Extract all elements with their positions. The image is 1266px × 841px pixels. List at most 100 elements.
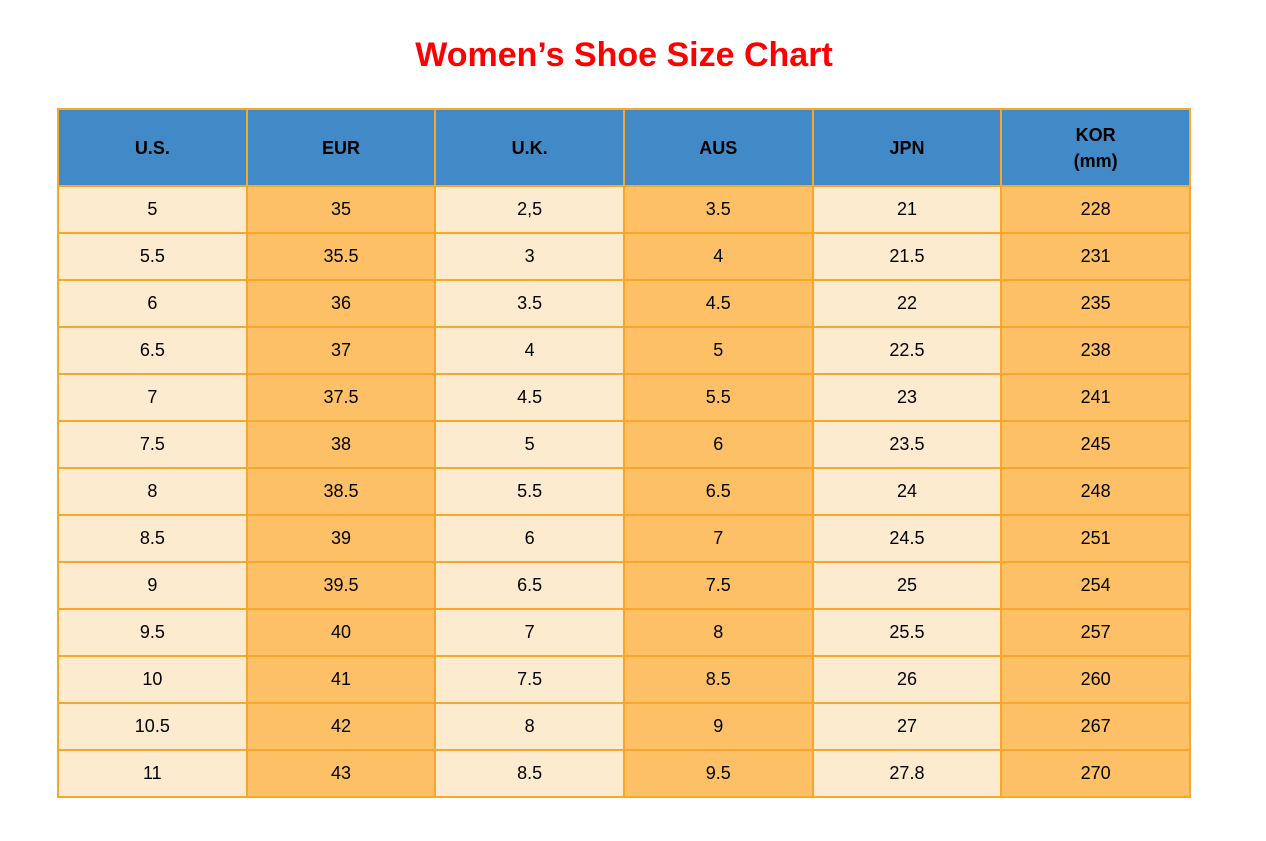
column-label-uk: U.K. [511, 137, 548, 158]
cell-uk: 3 [434, 232, 625, 281]
cell-aus: 8.5 [622, 655, 814, 704]
cell-uk: 4.5 [434, 373, 625, 422]
cell-us: 5 [57, 185, 248, 234]
cell-eur: 37 [245, 326, 437, 375]
cell-uk: 5.5 [434, 467, 625, 516]
cell-us: 6.5 [57, 326, 248, 375]
cell-us: 7 [57, 373, 248, 422]
cell-aus: 7.5 [622, 561, 814, 610]
column-label-eur: EUR [321, 137, 360, 158]
cell-uk: 5 [434, 420, 625, 469]
cell-kor: 235 [1000, 279, 1191, 328]
header-row: U.S. EUR U.K. AUS JPN KOR (mm) [57, 108, 1191, 187]
cell-us: 6 [57, 279, 248, 328]
column-header-kor: KOR (mm) [1000, 108, 1191, 187]
cell-eur: 39 [245, 514, 437, 563]
cell-us: 5.5 [57, 232, 248, 281]
cell-eur: 40 [245, 608, 437, 657]
column-header-us: U.S. [57, 108, 248, 187]
cell-aus: 8 [622, 608, 814, 657]
cell-jpn: 22 [811, 279, 1003, 328]
cell-uk: 7 [434, 608, 625, 657]
cell-aus: 5 [622, 326, 814, 375]
column-header-jpn: JPN [811, 108, 1003, 187]
cell-kor: 245 [1000, 420, 1191, 469]
cell-kor: 231 [1000, 232, 1191, 281]
cell-eur: 35 [245, 185, 437, 234]
table-row: 8.5 39 6 7 24.5 251 [57, 514, 1191, 563]
cell-uk: 4 [434, 326, 625, 375]
cell-uk: 8 [434, 702, 625, 751]
table-row: 6.5 37 4 5 22.5 238 [57, 326, 1191, 375]
cell-us: 7.5 [57, 420, 248, 469]
column-label-jpn: JPN [889, 137, 925, 158]
cell-uk: 8.5 [434, 749, 625, 798]
cell-eur: 38.5 [245, 467, 437, 516]
cell-jpn: 23.5 [811, 420, 1003, 469]
cell-jpn: 21.5 [811, 232, 1003, 281]
cell-uk: 7.5 [434, 655, 625, 704]
cell-jpn: 23 [811, 373, 1003, 422]
table-row: 9.5 40 7 8 25.5 257 [57, 608, 1191, 657]
cell-jpn: 21 [811, 185, 1003, 234]
table-header: U.S. EUR U.K. AUS JPN KOR (mm) [57, 108, 1191, 187]
cell-kor: 241 [1000, 373, 1191, 422]
cell-aus: 3.5 [622, 185, 814, 234]
column-header-aus: AUS [622, 108, 814, 187]
cell-us: 11 [57, 749, 248, 798]
cell-aus: 9.5 [622, 749, 814, 798]
table-row: 11 43 8.5 9.5 27.8 270 [57, 749, 1191, 798]
cell-aus: 9 [622, 702, 814, 751]
column-label-kor: KOR [1075, 124, 1116, 145]
cell-eur: 39.5 [245, 561, 437, 610]
column-sublabel-kor: (mm) [1073, 150, 1118, 171]
cell-kor: 238 [1000, 326, 1191, 375]
cell-aus: 6.5 [622, 467, 814, 516]
table-row: 5.5 35.5 3 4 21.5 231 [57, 232, 1191, 281]
cell-us: 8 [57, 467, 248, 516]
cell-jpn: 26 [811, 655, 1003, 704]
cell-kor: 260 [1000, 655, 1191, 704]
cell-us: 8.5 [57, 514, 248, 563]
cell-kor: 251 [1000, 514, 1191, 563]
page-title: Women’s Shoe Size Chart [415, 36, 833, 74]
table-row: 7.5 38 5 6 23.5 245 [57, 420, 1191, 469]
table-row: 10.5 42 8 9 27 267 [57, 702, 1191, 751]
cell-aus: 5.5 [622, 373, 814, 422]
cell-kor: 228 [1000, 185, 1191, 234]
cell-aus: 4.5 [622, 279, 814, 328]
table-row: 5 35 2,5 3.5 21 228 [57, 185, 1191, 234]
cell-us: 9 [57, 561, 248, 610]
cell-uk: 6 [434, 514, 625, 563]
cell-eur: 38 [245, 420, 437, 469]
cell-kor: 248 [1000, 467, 1191, 516]
cell-aus: 4 [622, 232, 814, 281]
cell-kor: 270 [1000, 749, 1191, 798]
cell-eur: 35.5 [245, 232, 437, 281]
cell-eur: 42 [245, 702, 437, 751]
table-row: 7 37.5 4.5 5.5 23 241 [57, 373, 1191, 422]
cell-jpn: 25.5 [811, 608, 1003, 657]
cell-eur: 37.5 [245, 373, 437, 422]
cell-jpn: 22.5 [811, 326, 1003, 375]
table-row: 10 41 7.5 8.5 26 260 [57, 655, 1191, 704]
table-row: 9 39.5 6.5 7.5 25 254 [57, 561, 1191, 610]
cell-us: 10 [57, 655, 248, 704]
cell-eur: 36 [245, 279, 437, 328]
cell-kor: 257 [1000, 608, 1191, 657]
cell-eur: 43 [245, 749, 437, 798]
cell-aus: 7 [622, 514, 814, 563]
cell-jpn: 25 [811, 561, 1003, 610]
column-label-us: U.S. [134, 137, 170, 158]
cell-kor: 267 [1000, 702, 1191, 751]
cell-uk: 2,5 [434, 185, 625, 234]
cell-us: 9.5 [57, 608, 248, 657]
cell-us: 10.5 [57, 702, 248, 751]
cell-jpn: 27.8 [811, 749, 1003, 798]
column-header-eur: EUR [245, 108, 437, 187]
cell-kor: 254 [1000, 561, 1191, 610]
table-body: 5 35 2,5 3.5 21 228 5.5 35.5 3 4 21.5 231 6 36 3.5 4.5 2… [57, 185, 1191, 798]
column-header-uk: U.K. [434, 108, 625, 187]
cell-jpn: 27 [811, 702, 1003, 751]
